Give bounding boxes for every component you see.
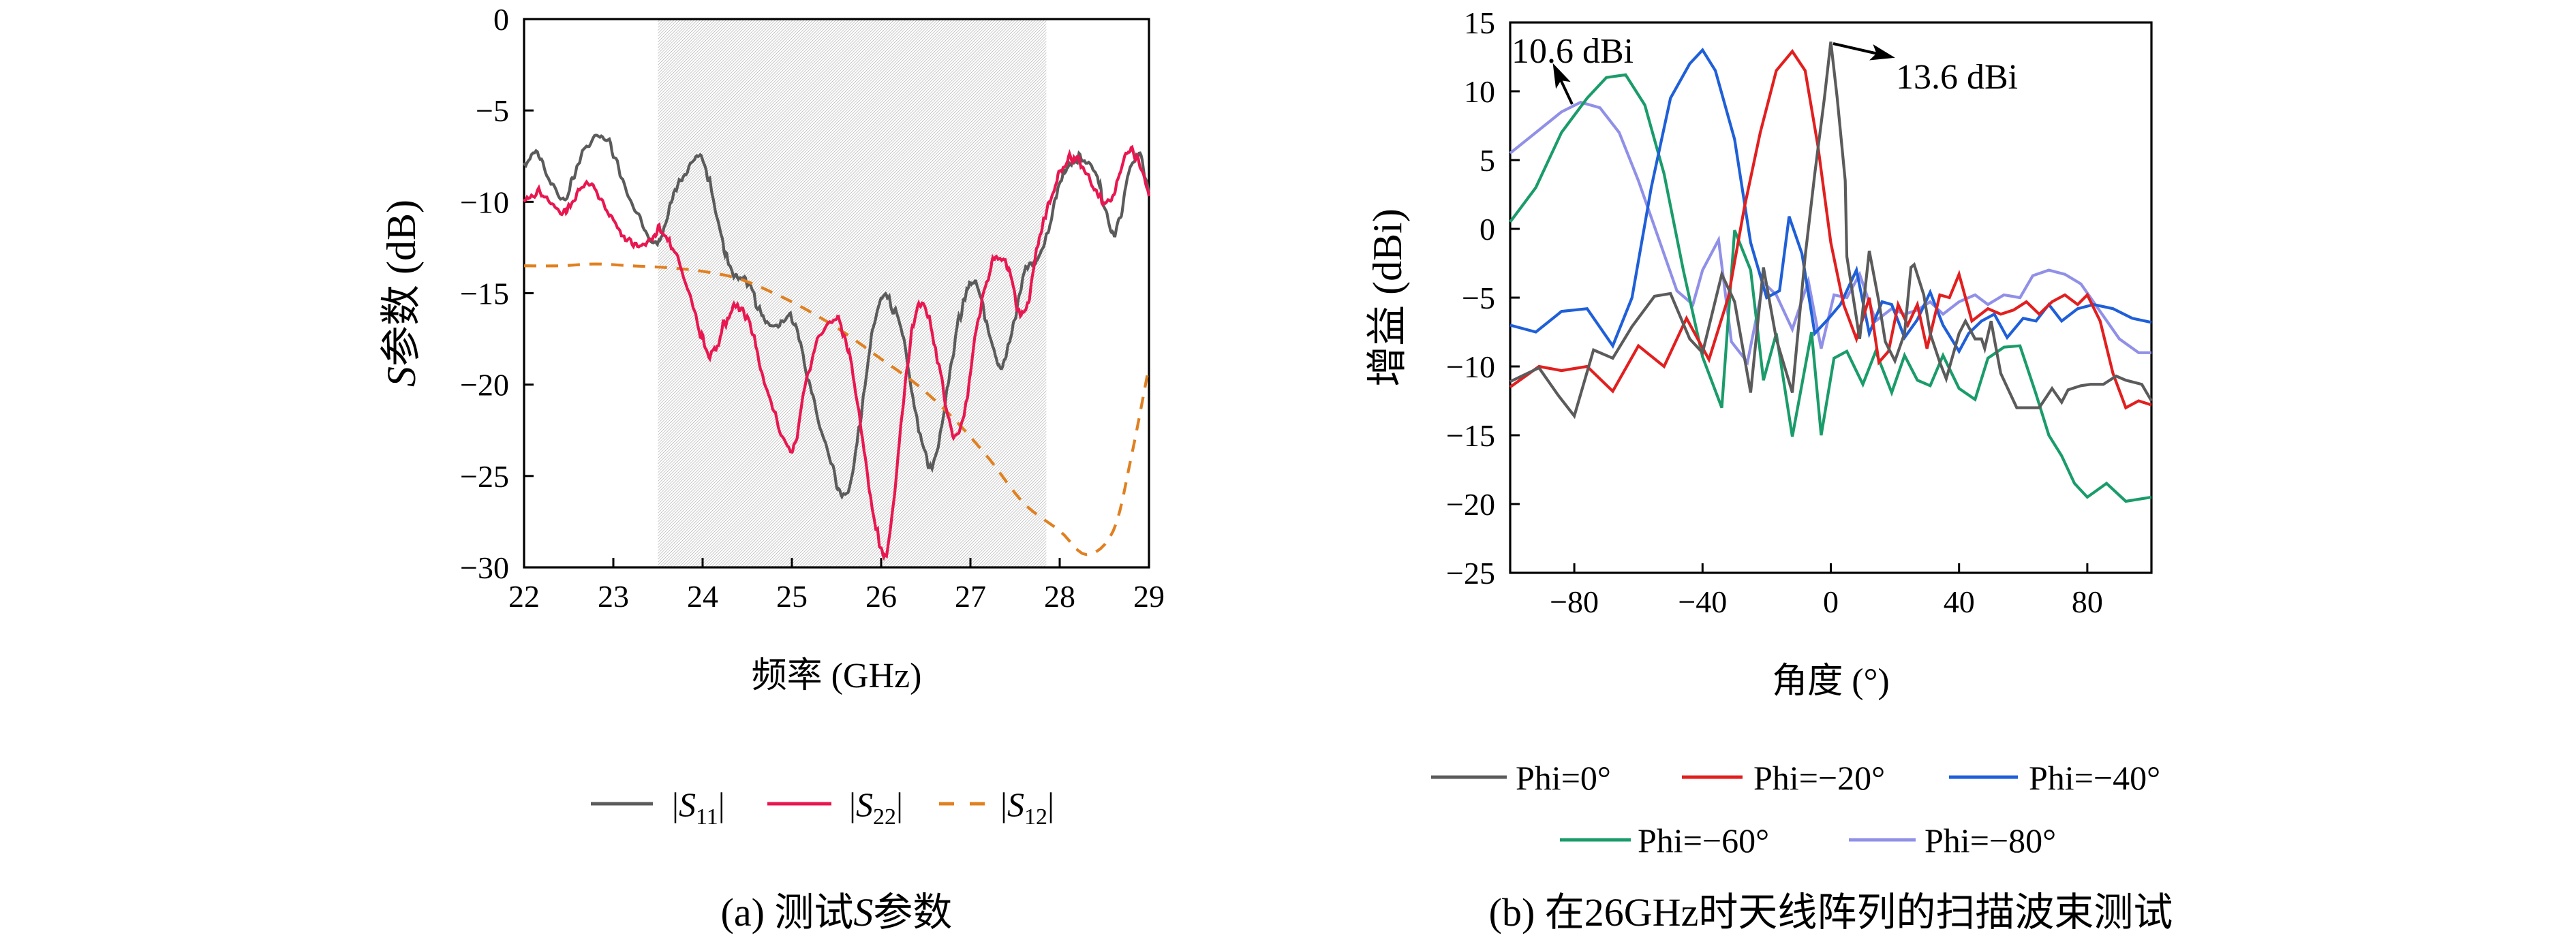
svg-text:角度 (°): 角度 (°) [1772,662,1889,701]
svg-text:23: 23 [598,579,629,614]
svg-text:−10: −10 [1446,349,1495,384]
svg-text:28: 28 [1044,579,1075,614]
svg-text:S参数 (dB): S参数 (dB) [379,200,424,387]
svg-text:0: 0 [1823,584,1839,619]
svg-text:Phi=−40°: Phi=−40° [2029,759,2160,797]
svg-text:10: 10 [1464,74,1495,109]
svg-text:Phi=0°: Phi=0° [1516,759,1611,797]
svg-text:Phi=−20°: Phi=−20° [1753,759,1885,797]
svg-text:25: 25 [776,579,808,614]
svg-text:−30: −30 [460,550,509,585]
svg-text:27: 27 [955,579,986,614]
svg-text:−20: −20 [1446,487,1495,522]
svg-text:频率 (GHz): 频率 (GHz) [752,657,922,695]
svg-text:10.6 dBi: 10.6 dBi [1512,32,1634,71]
svg-text:29: 29 [1133,579,1165,614]
svg-text:(b) 在26GHz时天线阵列的扫描波束测试: (b) 在26GHz时天线阵列的扫描波束测试 [1489,890,2173,935]
svg-text:−5: −5 [1462,281,1495,315]
svg-text:13.6 dBi: 13.6 dBi [1896,58,2018,97]
svg-text:5: 5 [1479,143,1495,178]
svg-text:24: 24 [687,579,718,614]
svg-text:−25: −25 [460,459,509,494]
svg-text:80: 80 [2072,584,2103,619]
svg-text:22: 22 [508,579,540,614]
svg-text:−20: −20 [460,368,509,403]
svg-text:0: 0 [493,2,509,37]
svg-text:26: 26 [865,579,897,614]
svg-text:(a) 测试S参数: (a) 测试S参数 [721,890,953,935]
svg-text:−25: −25 [1446,556,1495,591]
svg-text:−15: −15 [460,277,509,311]
svg-text:−5: −5 [476,93,509,128]
svg-text:−80: −80 [1550,584,1599,619]
svg-text:Phi=−80°: Phi=−80° [1925,821,2056,860]
svg-text:40: 40 [1944,584,1975,619]
svg-text:−15: −15 [1446,418,1495,453]
svg-text:−10: −10 [460,185,509,219]
svg-text:Phi=−60°: Phi=−60° [1638,821,1769,860]
svg-text:15: 15 [1464,5,1495,40]
svg-text:−40: −40 [1678,584,1727,619]
svg-text:增益 (dBi): 增益 (dBi) [1365,208,1410,387]
svg-text:0: 0 [1479,212,1495,247]
